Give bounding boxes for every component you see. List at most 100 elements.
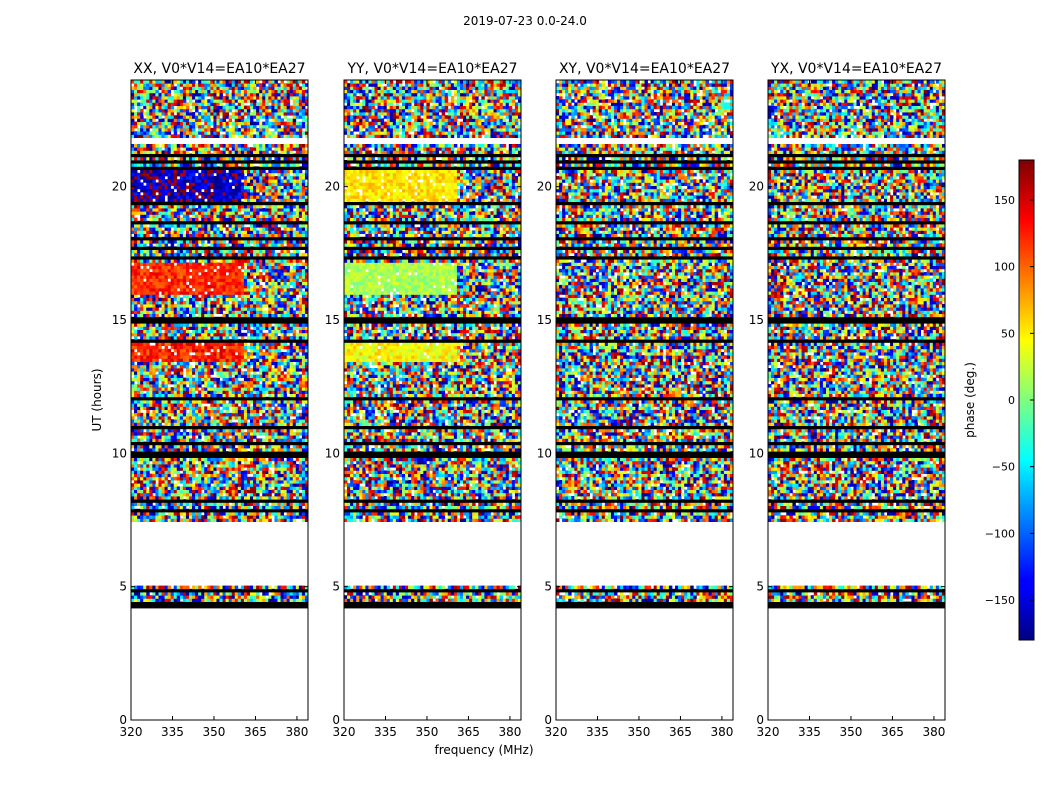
heatmap-cell bbox=[256, 467, 260, 471]
heatmap-cell bbox=[198, 208, 202, 212]
heatmap-cell bbox=[304, 412, 309, 417]
heatmap-cell bbox=[207, 592, 211, 596]
heatmap-cell bbox=[131, 224, 135, 228]
heatmap-cell bbox=[225, 262, 230, 266]
heatmap-cell bbox=[256, 585, 260, 590]
heatmap-cell bbox=[222, 211, 227, 215]
heatmap-cell bbox=[259, 352, 263, 356]
heatmap-cell bbox=[210, 393, 214, 398]
heatmap-cell bbox=[259, 476, 263, 481]
heatmap-cell bbox=[253, 502, 257, 506]
heatmap-cell bbox=[274, 265, 278, 270]
heatmap-cell bbox=[131, 300, 135, 305]
heatmap-cell bbox=[256, 416, 260, 420]
heatmap-cell bbox=[207, 470, 211, 474]
heatmap-cell bbox=[213, 272, 217, 276]
heatmap-cell bbox=[179, 329, 184, 334]
heatmap-cell bbox=[149, 364, 153, 369]
heatmap-cell bbox=[274, 227, 278, 231]
heatmap-cell bbox=[176, 368, 181, 372]
heatmap-cell bbox=[271, 297, 275, 302]
heatmap-cell bbox=[219, 275, 223, 279]
heatmap-cell bbox=[219, 198, 223, 202]
heatmap-cell bbox=[201, 480, 205, 484]
heatmap-cell bbox=[256, 483, 260, 487]
heatmap-cell bbox=[225, 467, 230, 471]
heatmap-cell bbox=[253, 467, 257, 471]
heatmap-cell bbox=[274, 486, 278, 490]
heatmap-cell bbox=[146, 233, 150, 238]
heatmap-cell bbox=[271, 230, 275, 234]
heatmap-cell bbox=[225, 505, 230, 510]
heatmap-cell bbox=[237, 243, 242, 247]
heatmap-cell bbox=[164, 502, 169, 506]
heatmap-cell bbox=[179, 284, 184, 289]
heatmap-cell bbox=[164, 361, 169, 366]
heatmap-cell bbox=[256, 512, 260, 516]
heatmap-cell bbox=[167, 393, 172, 398]
heatmap-cell bbox=[271, 480, 275, 484]
heatmap-cell bbox=[268, 307, 272, 311]
heatmap-cell bbox=[277, 512, 281, 516]
heatmap-cell bbox=[210, 278, 214, 282]
heatmap-cell bbox=[170, 332, 175, 337]
heatmap-cell bbox=[234, 460, 239, 465]
heatmap-cell bbox=[192, 400, 196, 404]
heatmap-cell bbox=[195, 457, 199, 462]
heatmap-cell bbox=[259, 288, 263, 292]
heatmap-cell bbox=[283, 483, 288, 487]
heatmap-cell bbox=[286, 435, 291, 439]
heatmap-cell bbox=[234, 361, 239, 366]
heatmap-cell bbox=[173, 505, 178, 510]
heatmap-cell bbox=[277, 268, 281, 273]
heatmap-cell bbox=[216, 310, 220, 314]
heatmap-cell bbox=[204, 483, 208, 487]
heatmap-cell bbox=[286, 496, 291, 500]
heatmap-cell bbox=[256, 380, 260, 385]
heatmap-cell bbox=[170, 595, 175, 599]
heatmap-cell bbox=[219, 585, 223, 590]
heatmap-cell bbox=[164, 224, 169, 228]
heatmap-cell bbox=[146, 470, 150, 474]
heatmap-cell bbox=[222, 307, 227, 311]
heatmap-cell bbox=[176, 217, 181, 222]
heatmap-cell bbox=[137, 297, 141, 302]
heatmap-cell bbox=[237, 326, 242, 330]
heatmap-cell bbox=[185, 278, 190, 282]
heatmap-cell bbox=[216, 345, 220, 350]
heatmap-cell bbox=[173, 435, 178, 439]
heatmap-cell bbox=[292, 217, 297, 222]
heatmap-cell bbox=[265, 374, 269, 378]
heatmap-cell bbox=[134, 492, 138, 497]
heatmap-cell bbox=[143, 476, 147, 481]
heatmap-cell bbox=[243, 291, 248, 295]
heatmap-cell bbox=[167, 323, 172, 327]
heatmap-cell bbox=[286, 476, 291, 481]
heatmap-cell bbox=[170, 419, 175, 423]
heatmap-cell bbox=[161, 243, 165, 247]
heatmap-cell bbox=[182, 294, 187, 298]
heatmap-cell bbox=[204, 416, 208, 420]
heatmap-cell bbox=[213, 492, 217, 497]
heatmap-cell bbox=[152, 512, 156, 516]
heatmap-cell bbox=[280, 457, 284, 462]
heatmap-cell bbox=[176, 467, 181, 471]
heatmap-cell bbox=[137, 368, 141, 372]
heatmap-cell bbox=[262, 291, 266, 295]
heatmap-cell bbox=[237, 390, 242, 394]
heatmap-cell bbox=[179, 505, 184, 510]
heatmap-cell bbox=[192, 217, 196, 222]
heatmap-cell bbox=[185, 486, 190, 490]
heatmap-cell bbox=[292, 483, 297, 487]
heatmap-cell bbox=[216, 476, 220, 481]
heatmap-cell bbox=[182, 355, 187, 359]
heatmap-cell bbox=[146, 252, 150, 257]
heatmap-cell bbox=[213, 489, 217, 494]
heatmap-cell bbox=[271, 345, 275, 350]
heatmap-cell bbox=[143, 470, 147, 474]
heatmap-cell bbox=[173, 358, 178, 362]
heatmap-cell bbox=[188, 297, 193, 302]
heatmap-cell bbox=[207, 332, 211, 337]
heatmap-cell bbox=[301, 416, 306, 420]
heatmap-cell bbox=[173, 496, 178, 500]
